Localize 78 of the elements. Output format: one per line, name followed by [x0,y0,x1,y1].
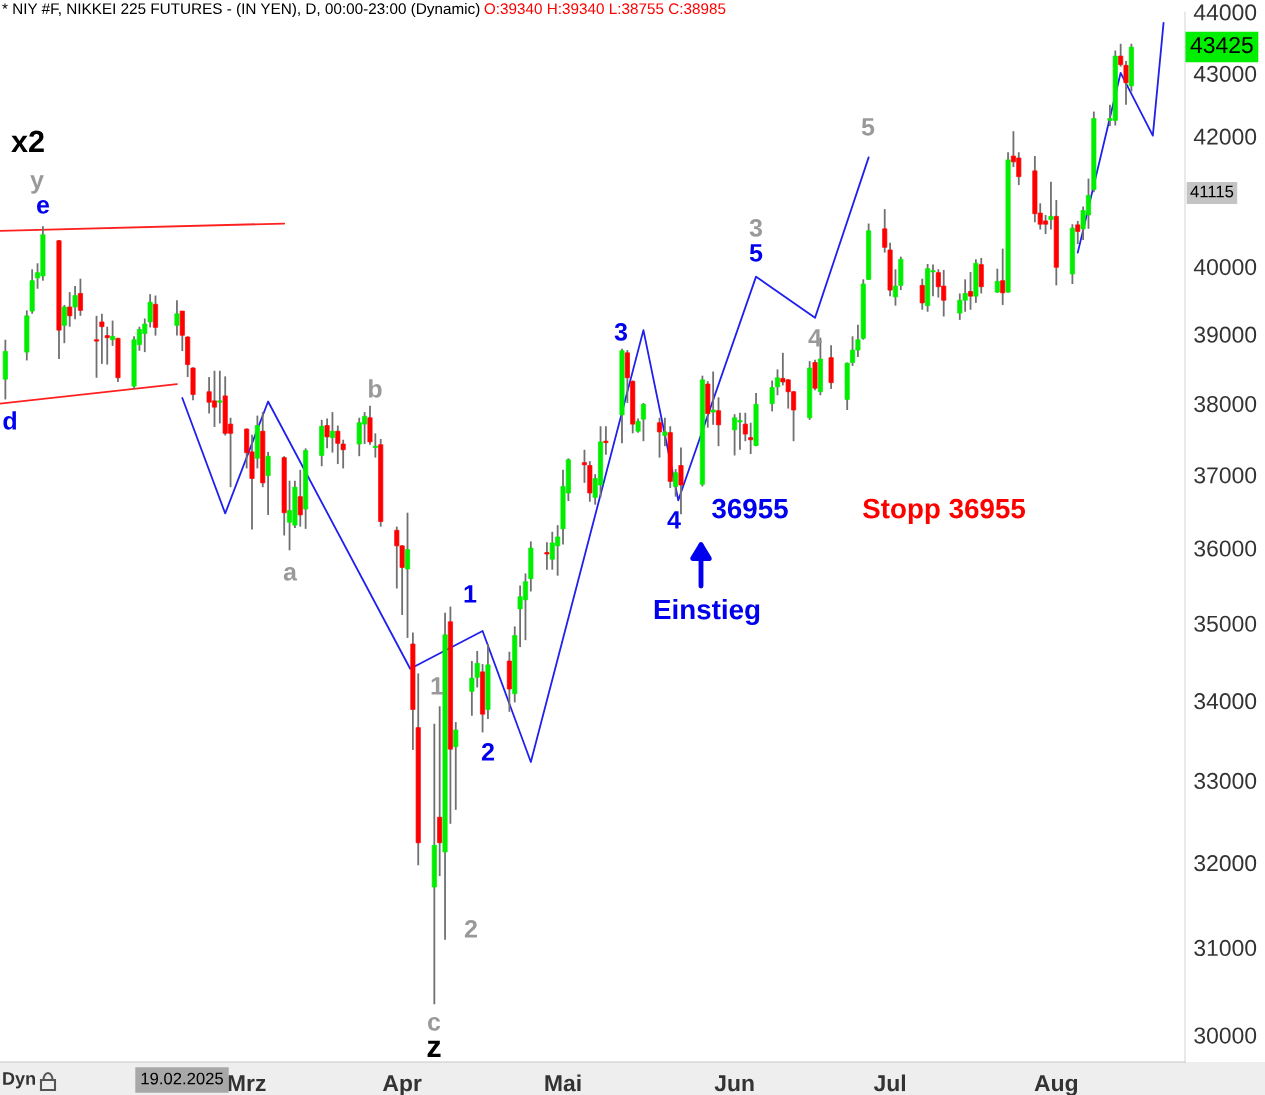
chart-subtitle: O:39340 H:39340 L:38755 C:38985 [484,3,726,15]
y-tick-label: 32000 [1194,855,1257,872]
candlestick [329,411,335,454]
y-tick-label: 40000 [1193,258,1257,276]
annotation: a [283,567,298,581]
candlestick [748,421,754,455]
candlestick [77,277,83,317]
x-tick-label: Mrz [228,1075,266,1092]
candlestick [110,319,116,347]
candlestick [265,450,271,516]
x-tick-label: Mai [545,1074,581,1092]
annotation: e [37,200,50,214]
annotation: 2 [464,920,477,938]
candlestick [774,368,780,397]
chart-title: * NIY #F, NIKKEI 225 FUTURES - (IN YEN), D, 00:00-23:00 (Dynamic) [2,2,480,18]
annotation: 5 [749,244,763,262]
candlestick [978,257,984,295]
text: 43425 [1190,36,1253,54]
x-tick-label: Apr [382,1075,422,1095]
annotation: y [30,175,44,194]
candlestick [217,369,223,425]
candlestick [968,271,974,311]
x-tick-label: Aug [1034,1075,1078,1095]
candlestick [710,370,716,426]
text: Dyn [3,1072,35,1089]
annotation: 2 [481,743,494,761]
candlestick [94,314,100,379]
annotation: 3 [614,323,628,341]
annotation: 3 [749,219,763,237]
annotation: 36955 [712,498,788,519]
y-tick-label: 36000 [1194,540,1257,557]
candlestick [994,267,1000,294]
candlestick [61,304,67,345]
candlestick [640,402,646,443]
candlestick [657,416,663,459]
y-tick-label: 37000 [1194,467,1257,484]
y-tick-label: 30000 [1194,1027,1257,1044]
candlestick [581,448,587,484]
annotation: 5 [861,118,875,136]
line-series [1076,22,1165,254]
annotation: b [369,379,382,398]
text: 41115 [1190,185,1234,198]
annotation: 1 [464,585,477,603]
candlestick [603,425,609,456]
annotation: Einstieg [654,598,760,626]
y-tick-label: 35000 [1194,615,1257,632]
candlestick [919,277,925,311]
annotation: z [427,1040,441,1057]
candlestick [174,299,180,337]
text: 19.02.2025 [141,1072,224,1085]
x-tick-label: Jul [873,1074,906,1092]
y-tick-label: 34000 [1194,693,1257,710]
annotation: x2 [11,130,44,152]
candlestick [372,432,378,459]
candlestick [742,411,748,443]
y-tick-label: 31000 [1194,939,1257,957]
candlestick [1000,247,1006,306]
y-tick-label: 38000 [1194,395,1257,413]
candlestick [673,468,679,498]
annotation: 4 [808,329,822,347]
y-tick-label: 42000 [1193,128,1257,145]
candlestick [297,468,303,528]
y-tick-label: 43000 [1193,65,1257,82]
annotation: 4 [667,511,681,529]
candlestick [453,721,459,811]
y-tick-label: 39000 [1194,326,1257,343]
candlestick [716,396,721,448]
annotation: Stopp 36955 [862,498,1026,524]
candlestick [153,294,158,337]
candlestick [544,541,550,571]
x-tick-label: Jun [714,1075,754,1092]
annotation: c [428,1017,441,1031]
candlestick [405,511,411,639]
y-tick-label: 44000 [1193,4,1257,21]
y-tick-label: 33000 [1194,772,1257,790]
candlestick [1048,180,1054,231]
annotation: d [3,411,16,430]
candlestick [769,379,775,413]
